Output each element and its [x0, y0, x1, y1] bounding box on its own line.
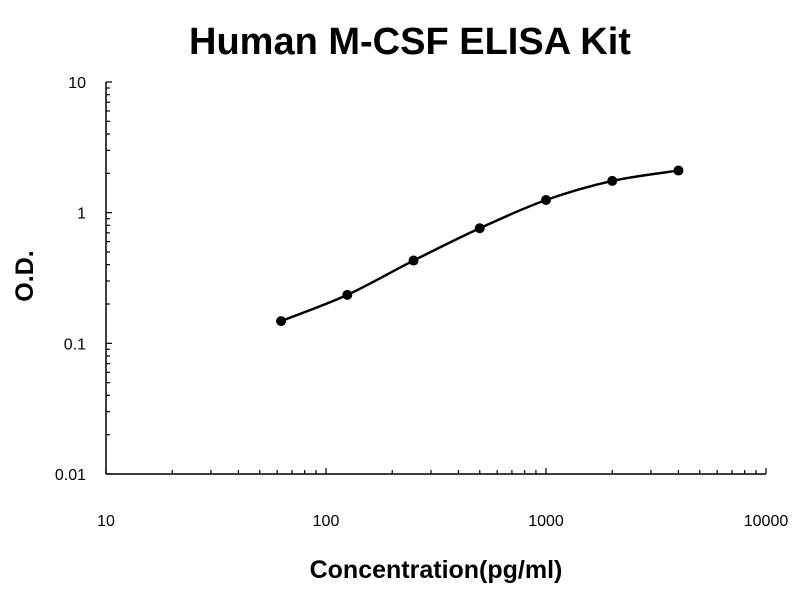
y-tick-label: 1: [77, 206, 86, 223]
y-axis-label: O.D.: [11, 250, 39, 301]
data-points: [276, 165, 684, 327]
x-axis-label: Concentration(pg/ml): [310, 556, 563, 584]
y-tick-label: 0.1: [64, 336, 86, 353]
data-point: [276, 316, 287, 327]
y-tick-label: 0.01: [55, 467, 86, 484]
chart-title: Human M-CSF ELISA Kit: [189, 21, 631, 63]
x-tick-label: 1000: [528, 513, 564, 530]
data-point: [607, 175, 618, 186]
x-tick-label: 10: [97, 513, 115, 530]
data-point: [342, 289, 353, 300]
data-point: [474, 223, 485, 234]
fit-curve: [280, 169, 679, 323]
data-point: [673, 165, 684, 176]
x-tick-label: 10000: [744, 513, 789, 530]
tick-labels: 0.01 0.1 1 10 10 100 1000 10000: [55, 75, 788, 530]
y-tick-label: 10: [68, 75, 86, 92]
axes: [105, 82, 766, 475]
plot-series: [276, 165, 684, 327]
ticks: [105, 81, 767, 475]
data-point: [541, 195, 551, 205]
x-tick-label: 100: [313, 513, 340, 530]
data-point: [408, 255, 419, 266]
